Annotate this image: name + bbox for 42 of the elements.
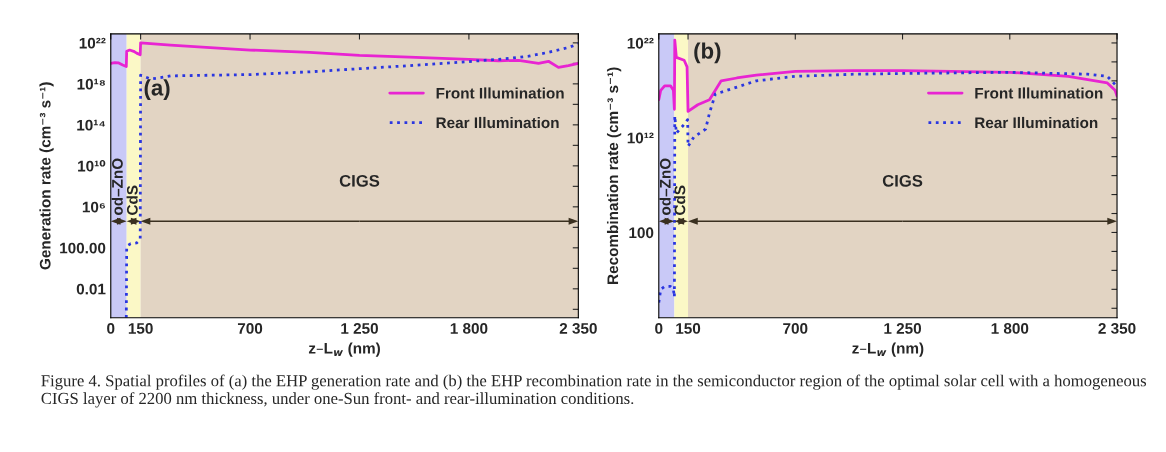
y-tick-label: 10¹⁸ [77,78,105,90]
y-tick-label: 10²² [79,37,106,49]
y-axis-title: Recombination rate (cm⁻³ s⁻¹) [606,67,622,284]
y-tick-label: 10²² [627,37,654,49]
x-tick-label: 1 800 [450,323,488,334]
band-label: CdS [126,185,138,215]
band-label: CdS [674,185,686,215]
y-axis-title: Generation rate (cm⁻³ s⁻¹) [39,82,54,270]
legend-label: Front Illumination [975,87,1103,99]
annotation: (a) [144,79,170,101]
band-label: CIGS [882,174,923,187]
legend-label: Front Illumination [436,87,564,99]
y-tick-label: 10¹⁴ [77,119,106,131]
x-tick-label: 700 [237,323,263,334]
line-series [658,70,1118,304]
annotation: (b) [694,42,721,64]
y-tick-label: 100.00 [60,242,106,254]
line-series [110,41,579,69]
y-tick-label: 10⁶ [82,201,105,213]
band-label: CIGS [339,174,380,187]
x-tick-label: 700 [783,323,808,334]
y-tick-label: 10¹² [627,132,654,144]
x-tick-label: 1 800 [991,323,1029,334]
x-tick-label: 1 250 [884,323,922,334]
y-tick-label: 0.01 [76,283,106,295]
x-tick-label: 2 350 [559,323,597,334]
legend-label: Rear Illumination [436,116,559,129]
x-tick-label: 0 [655,323,663,334]
band-label: od–ZnO [111,158,123,215]
legend-label: Rear Illumination [975,116,1098,129]
y-tick-label: 10¹⁰ [78,160,106,172]
x-tick-label: 150 [128,323,153,334]
band-label: od–ZnO [659,158,671,215]
x-tick-label: 0 [107,323,115,334]
x-axis-title: z–L$_{w}$ (nm) [852,342,924,357]
x-axis-title: z–L$_{w}$ (nm) [308,342,380,357]
x-tick-label: 1 250 [341,323,378,334]
y-tick-label: 100 [629,227,654,239]
line-series [658,38,1118,113]
x-tick-label: 150 [676,323,701,334]
caption: Figure 4. Spatial profiles of (a) the EHP generation rate and (b) the EHP recombination rate in the semiconductor region of the optimal solar cell with a homogeneous CIGS layer of 2200 nm thickness, under one-Sun front- and rear-illumination conditions. [41,374,1147,408]
x-tick-label: 2 350 [1098,323,1136,334]
